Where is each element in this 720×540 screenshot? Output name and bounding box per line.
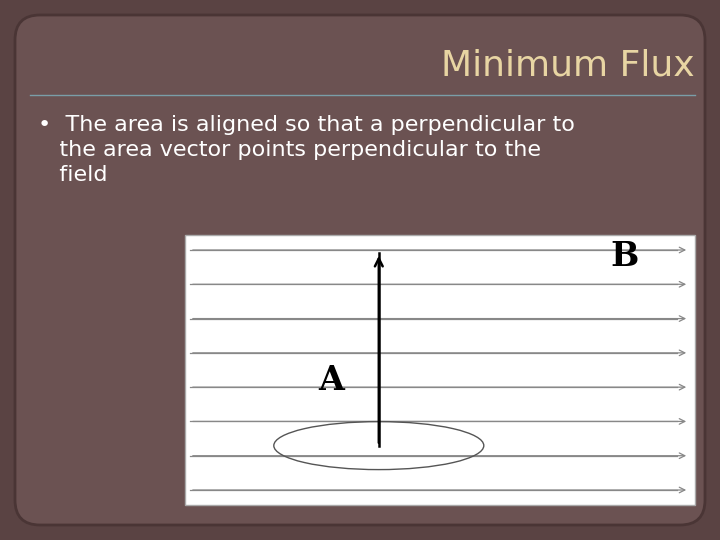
Text: B: B <box>611 240 639 273</box>
Text: •  The area is aligned so that a perpendicular to: • The area is aligned so that a perpendi… <box>38 115 575 135</box>
Text: A: A <box>318 364 343 397</box>
FancyBboxPatch shape <box>185 235 695 505</box>
FancyBboxPatch shape <box>15 15 705 525</box>
Text: Minimum Flux: Minimum Flux <box>441 48 695 82</box>
Text: field: field <box>38 165 107 185</box>
Text: the area vector points perpendicular to the: the area vector points perpendicular to … <box>38 140 541 160</box>
